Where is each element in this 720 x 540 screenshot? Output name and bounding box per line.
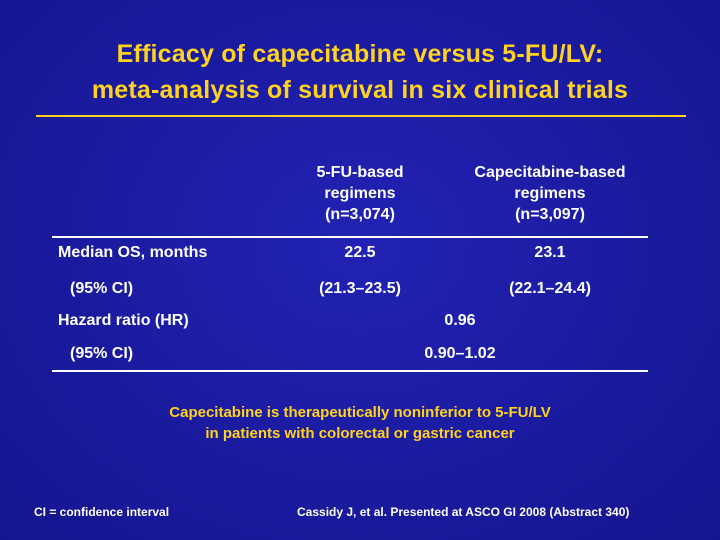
median-os-capecitabine-value: 23.1 [534,244,566,261]
column-header-5fu-line-3: (n=3,074) [325,206,395,223]
table-top-rule [52,236,648,238]
os-ci-5fu-value: (21.3–23.5) [319,280,401,297]
table-bottom-rule [52,370,648,372]
row-label-hr-ci: (95% CI) [70,345,134,362]
column-header-capecitabine: Capecitabine-based regimens (n=3,097) [445,162,655,225]
column-header-capecitabine-line-3: (n=3,097) [515,206,585,223]
os-ci-capecitabine-value: (22.1–24.4) [509,280,591,297]
conclusion-line-2: in patients with colorectal or gastric c… [205,425,515,442]
column-header-5fu: 5-FU-based regimens (n=3,074) [290,162,430,225]
column-header-capecitabine-line-2: regimens [514,185,586,202]
hr-ci-value: 0.90–1.02 [424,345,496,362]
title-line-2: meta-analysis of survival in six clinica… [91,76,629,104]
conclusion-line-1: Capecitabine is therapeutically noninfer… [169,404,551,421]
row-label-median-os: Median OS, months [58,244,208,261]
column-header-5fu-line-2: regimens [324,185,396,202]
column-header-capecitabine-line-1: Capecitabine-based [474,164,626,181]
conclusion-text: Capecitabine is therapeutically noninfer… [60,402,660,444]
column-header-5fu-line-1: 5-FU-based [316,164,404,181]
row-label-hazard-ratio: Hazard ratio (HR) [58,312,189,329]
abbreviation-footnote: CI = confidence interval [34,505,170,519]
title-divider [36,115,686,117]
citation-footnote: Cassidy J, et al. Presented at ASCO GI 2… [297,505,630,519]
slide-title: Efficacy of capecitabine versus 5-FU/LV:… [20,36,700,108]
title-line-1: Efficacy of capecitabine versus 5-FU/LV: [116,40,604,68]
hazard-ratio-value: 0.96 [444,312,476,329]
median-os-5fu-value: 22.5 [344,244,376,261]
row-label-os-ci: (95% CI) [70,280,134,297]
